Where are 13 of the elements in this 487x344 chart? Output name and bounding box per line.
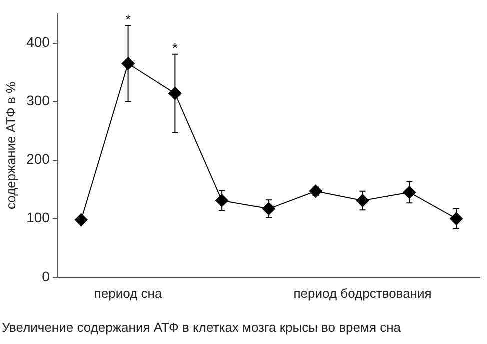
y-tick-label: 0 — [42, 268, 50, 284]
y-tick-label: 400 — [26, 34, 50, 50]
point — [74, 214, 88, 227]
point — [309, 184, 322, 198]
x-tick-label: период сна — [94, 286, 163, 301]
text: Увеличение содержания АТФ в клетках мозга крысы во время сна — [2, 320, 402, 335]
y-tick-label: 100 — [26, 210, 50, 226]
data-label: * — [126, 12, 132, 28]
y-tick-label: 300 — [26, 92, 50, 109]
y-tick-label: 200 — [26, 151, 50, 168]
data-label: * — [172, 40, 178, 56]
y-axis-title: содержание АТФ в % — [3, 81, 18, 210]
x-tick-label: период бодрствования — [294, 286, 432, 301]
